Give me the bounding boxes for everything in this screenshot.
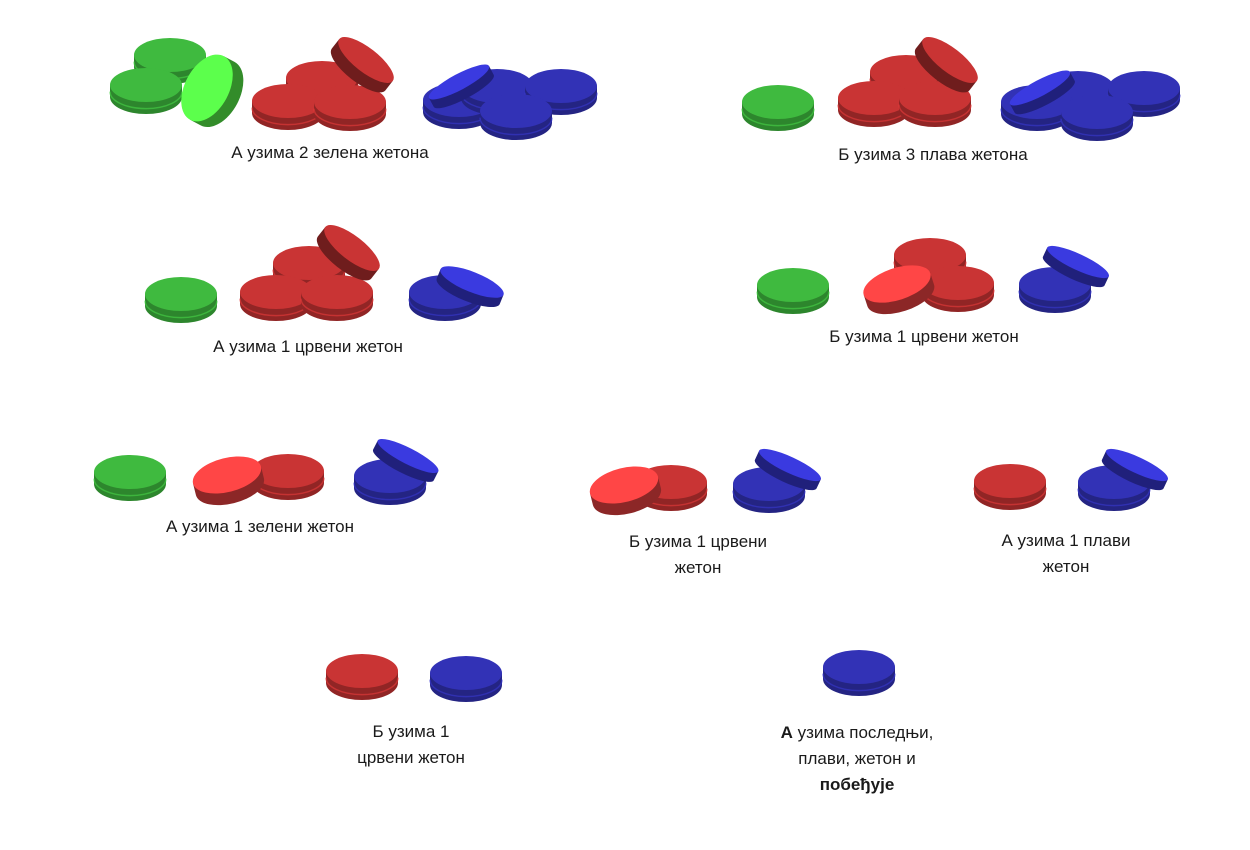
token-21 xyxy=(1060,95,1134,141)
caption-step-9-line-3: побеђује xyxy=(757,772,957,798)
token-12 xyxy=(428,64,494,109)
token-3 xyxy=(181,54,244,128)
caption-step-6: Б узима 1 црвени жетон xyxy=(598,529,798,581)
token-11 xyxy=(479,94,553,140)
token-33 xyxy=(863,265,935,315)
token-27 xyxy=(316,225,380,281)
token-30 xyxy=(756,268,830,314)
token-34 xyxy=(1018,267,1092,313)
token-17 xyxy=(914,37,978,93)
token-45 xyxy=(973,464,1047,510)
caption-step-6-line-2: жетон xyxy=(674,558,722,577)
caption-step-2-line-1: Б узима 3 плава жетона xyxy=(838,145,1028,164)
caption-step-5-line-1: А узима 1 зелени жетон xyxy=(165,517,355,536)
token-7 xyxy=(330,37,394,93)
caption-step-9-line-1: А узима последњи, xyxy=(757,720,957,746)
token-2 xyxy=(109,68,183,114)
token-25 xyxy=(239,275,313,321)
caption-step-5: А узима 1 зелени жетон xyxy=(110,514,410,540)
token-5 xyxy=(251,84,325,130)
caption-step-4: Б узима 1 црвени жетон xyxy=(774,324,1074,350)
token-50 xyxy=(822,650,896,696)
winner-player-label: А xyxy=(780,723,793,742)
token-44 xyxy=(754,448,821,491)
token-47 xyxy=(1101,448,1168,491)
token-42 xyxy=(589,466,662,516)
token-37 xyxy=(251,454,325,500)
winner-word: побеђује xyxy=(819,775,895,794)
token-23 xyxy=(144,277,218,323)
caption-step-9-line-2: плави, жетон и xyxy=(798,749,916,768)
token-26 xyxy=(300,275,374,321)
token-38 xyxy=(192,456,265,506)
caption-step-3-line-1: А узима 1 црвени жетон xyxy=(213,337,403,356)
caption-step-8-line-1: Б узима 1 xyxy=(372,722,450,741)
caption-step-4-line-1: Б узима 1 црвени жетон xyxy=(829,327,1019,346)
token-29 xyxy=(436,266,504,307)
token-48 xyxy=(325,654,399,700)
caption-step-7: А узима 1 плави жетон xyxy=(966,528,1166,580)
caption-step-3: А узима 1 црвени жетон xyxy=(158,334,458,360)
caption-step-9: А узима последњи, плави, жетон и побеђуј… xyxy=(757,720,957,798)
token-15 xyxy=(837,81,911,127)
token-35 xyxy=(1042,245,1109,288)
token-6 xyxy=(313,85,387,131)
caption-step-9-line-1-rest: узима последњи, xyxy=(792,723,934,742)
caption-step-1-line-1: А узима 2 зелена жетона xyxy=(231,143,429,162)
caption-step-1: А узима 2 зелена жетона xyxy=(180,140,480,166)
caption-step-2: Б узима 3 плава жетона xyxy=(783,142,1083,168)
caption-step-8-line-2: црвени жетон xyxy=(357,748,465,767)
token-22 xyxy=(1009,70,1075,115)
token-16 xyxy=(898,81,972,127)
token-40 xyxy=(372,438,439,482)
caption-step-6-line-1: Б узима 1 црвени xyxy=(628,532,768,551)
caption-step-7-line-2: жетон xyxy=(1042,557,1090,576)
token-13 xyxy=(741,85,815,131)
caption-step-8: Б узима 1 црвени жетон xyxy=(311,719,511,771)
token-36 xyxy=(93,455,167,501)
token-49 xyxy=(429,656,503,702)
caption-step-7-line-1: А узима 1 плави xyxy=(1001,531,1131,550)
